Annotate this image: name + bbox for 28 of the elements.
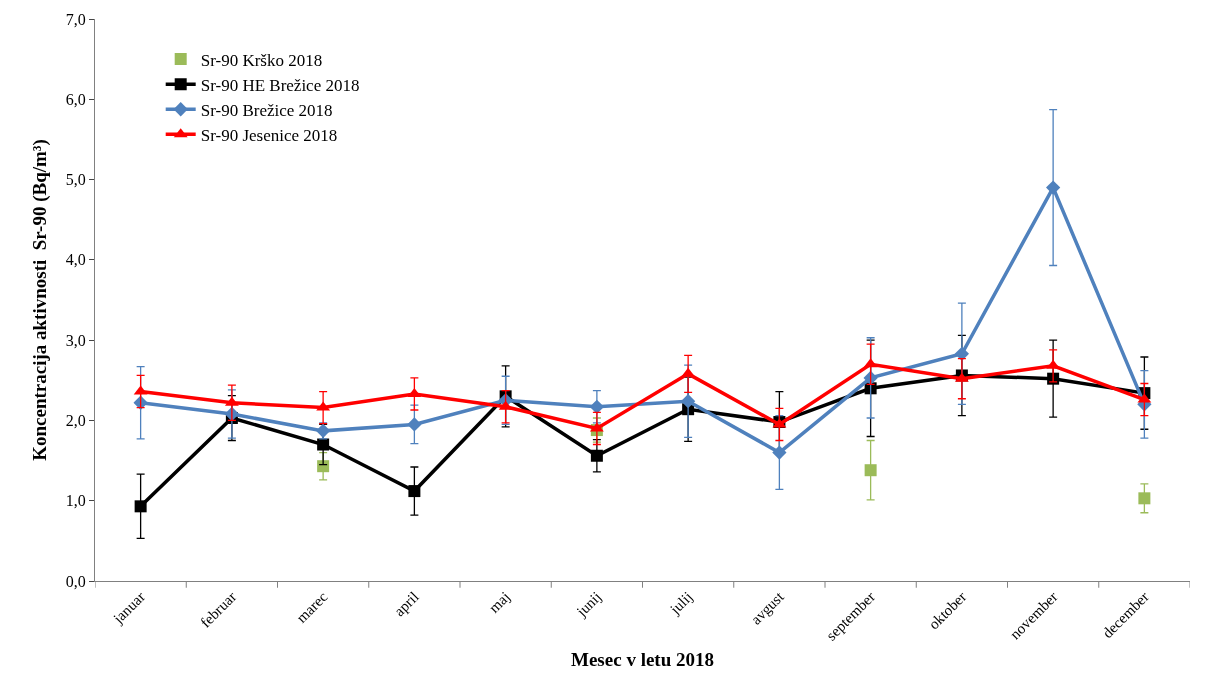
y-tick-label: 0,0 [65, 572, 86, 590]
point [864, 464, 877, 477]
y-tick-label: 3,0 [65, 331, 86, 349]
legend-label: Sr-90 HE Brežice 2018 [200, 75, 360, 95]
point [954, 346, 970, 361]
legend-label: Sr-90 Brežice 2018 [200, 100, 333, 120]
x-axis-title: Mesec v letu 2018 [571, 649, 714, 671]
y-tick-label: 4,0 [65, 251, 86, 269]
y-tick-label: 1,0 [65, 492, 86, 510]
point [408, 485, 421, 498]
y-tick-label: 2,0 [65, 412, 86, 430]
point [589, 399, 605, 414]
x-tick-label: maj [485, 588, 514, 616]
point [407, 417, 422, 432]
point [1138, 492, 1151, 505]
point [590, 449, 603, 462]
point [134, 500, 147, 513]
legend-label: Sr-90 Krško 2018 [200, 50, 323, 70]
y-axis-title: Koncentracija aktivnosti Sr-90 (Bq/m³) [28, 139, 51, 461]
y-tick-label: 5,0 [65, 171, 86, 189]
x-tick-label: april [391, 588, 422, 620]
legend-label: Sr-90 Jesenice 2018 [200, 125, 338, 145]
point [1045, 180, 1061, 195]
point [772, 445, 787, 460]
y-tick-label: 6,0 [65, 90, 86, 108]
point [317, 438, 330, 451]
point [680, 394, 696, 409]
y-tick-label: 7,0 [65, 10, 86, 28]
